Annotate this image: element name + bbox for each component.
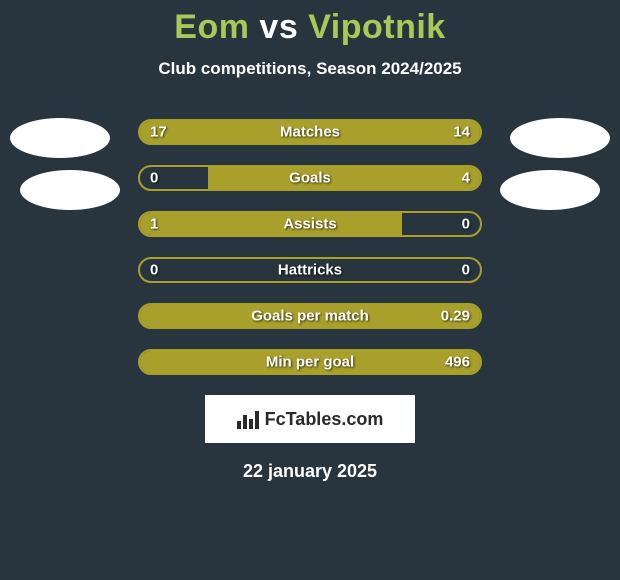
stat-value-right: 0 — [462, 216, 470, 233]
stat-label: Matches — [280, 124, 340, 141]
badge-text: FcTables.com — [265, 409, 384, 430]
player-avatar-placeholder — [510, 118, 610, 158]
stat-row: 1 Assists 0 — [138, 211, 482, 237]
subtitle: Club competitions, Season 2024/2025 — [0, 59, 620, 79]
player-avatar-placeholder — [500, 170, 600, 210]
page-title: Eom vs Vipotnik — [0, 0, 620, 47]
stat-value-right: 496 — [445, 354, 470, 371]
player-avatar-placeholder — [20, 170, 120, 210]
stat-fill-left — [140, 213, 402, 235]
stat-value-left: 17 — [150, 124, 167, 141]
bar-chart-icon — [237, 409, 259, 429]
stat-row: 0 Goals 4 — [138, 165, 482, 191]
player2-name: Vipotnik — [308, 8, 446, 46]
stat-label: Goals — [289, 170, 331, 187]
stat-label: Hattricks — [278, 262, 342, 279]
stat-label: Min per goal — [266, 354, 354, 371]
stat-label: Assists — [283, 216, 336, 233]
stat-value-left: 0 — [150, 170, 158, 187]
stat-row: Goals per match 0.29 — [138, 303, 482, 329]
stat-row: Min per goal 496 — [138, 349, 482, 375]
player-avatar-placeholder — [10, 118, 110, 158]
stat-label: Goals per match — [251, 308, 369, 325]
stat-value-right: 0 — [462, 262, 470, 279]
comparison-chart: 17 Matches 14 0 Goals 4 1 Assists 0 0 Hattricks 0 Go… — [0, 119, 620, 375]
date-label: 22 january 2025 — [0, 461, 620, 482]
vs-separator: vs — [259, 8, 298, 46]
stat-value-left: 0 — [150, 262, 158, 279]
stat-value-right: 4 — [462, 170, 470, 187]
stat-value-right: 14 — [453, 124, 470, 141]
fctables-badge: FcTables.com — [205, 395, 415, 443]
player1-name: Eom — [174, 8, 249, 46]
stat-value-right: 0.29 — [441, 308, 470, 325]
stat-row: 17 Matches 14 — [138, 119, 482, 145]
stat-fill-right — [208, 167, 480, 189]
stat-value-left: 1 — [150, 216, 158, 233]
stat-row: 0 Hattricks 0 — [138, 257, 482, 283]
